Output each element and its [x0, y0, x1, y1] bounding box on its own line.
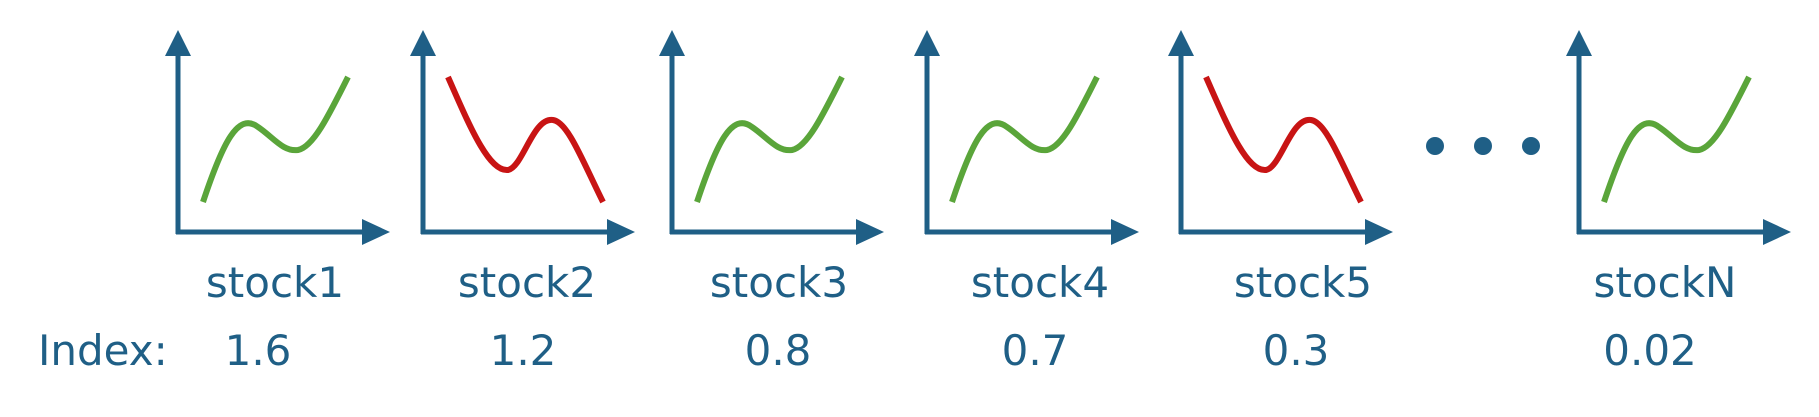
stock-chart-stockN: [1566, 30, 1791, 245]
x-axis-arrow: [362, 219, 390, 245]
stock-name-label: stock3: [709, 258, 849, 307]
x-axis-arrow: [1763, 219, 1791, 245]
uptrend-line: [1601, 75, 1752, 203]
index-value: 1.2: [489, 326, 557, 375]
uptrend-line: [694, 75, 845, 203]
stock-name-label: stockN: [1593, 258, 1737, 307]
index-value: 0.7: [1001, 326, 1069, 375]
y-axis-arrow: [1566, 30, 1592, 56]
y-axis-arrow: [165, 30, 191, 56]
index-value: 0.3: [1262, 326, 1330, 375]
downtrend-line: [1203, 75, 1364, 204]
y-axis-arrow: [410, 30, 436, 56]
stock-name-label: stock4: [970, 258, 1110, 307]
stock-chart-stock2: [410, 30, 635, 245]
x-axis-arrow: [1111, 219, 1139, 245]
stock-name-label: stock1: [205, 258, 345, 307]
downtrend-line: [445, 75, 606, 204]
stock-name-label: stock5: [1233, 258, 1373, 307]
index-value: 0.02: [1603, 326, 1697, 375]
ellipsis-dot: [1474, 137, 1492, 155]
y-axis-arrow: [659, 30, 685, 56]
ellipsis-dot: [1522, 137, 1540, 155]
index-value: 0.8: [744, 326, 812, 375]
index-row-label: Index:: [38, 326, 168, 375]
x-axis-arrow: [1365, 219, 1393, 245]
x-axis-arrow: [607, 219, 635, 245]
stock-name-label: stock2: [457, 258, 597, 307]
x-axis-arrow: [856, 219, 884, 245]
stock-chart-stock3: [659, 30, 884, 245]
y-axis-arrow: [914, 30, 940, 56]
index-value: 1.6: [224, 326, 292, 375]
ellipsis-icon: [1426, 137, 1540, 155]
stock-chart-stock1: [165, 30, 390, 245]
uptrend-line: [949, 75, 1100, 203]
ellipsis-dot: [1426, 137, 1444, 155]
y-axis-arrow: [1168, 30, 1194, 56]
uptrend-line: [200, 75, 351, 203]
stock-chart-stock5: [1168, 30, 1393, 245]
stock-chart-stock4: [914, 30, 1139, 245]
